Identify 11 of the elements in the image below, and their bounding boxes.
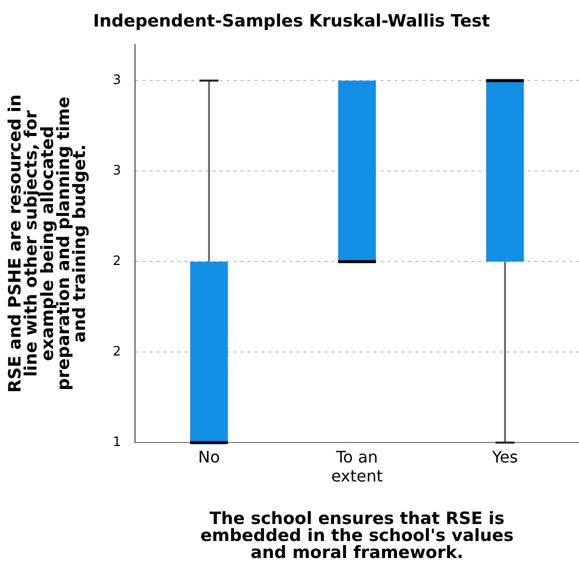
x-tick-label: To an extent: [331, 447, 383, 486]
x-axis-title: The school ensures that RSE is embedded in the school's values and moral framework.: [200, 508, 514, 563]
x-tick-label: Yes: [491, 447, 518, 466]
y-tick-label: 2: [112, 254, 122, 269]
y-tick-label: 2: [112, 344, 122, 360]
y-tick-label: 3: [112, 163, 122, 178]
y-tick-label: 1: [112, 434, 122, 450]
chart-title: Independent-Samples Kruskal-Wallis Test: [93, 12, 490, 32]
x-tick-label: No: [198, 447, 220, 466]
y-axis-title: RSE and PSHE are resourced in line with other subjects, for example being allocated preparation and planning time and training budget.: [5, 94, 90, 393]
y-tick-label: 3: [112, 72, 122, 88]
